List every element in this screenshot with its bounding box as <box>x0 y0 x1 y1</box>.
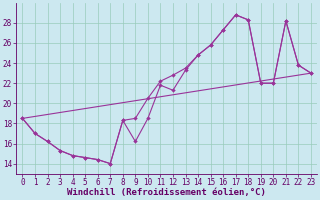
X-axis label: Windchill (Refroidissement éolien,°C): Windchill (Refroidissement éolien,°C) <box>67 188 266 197</box>
